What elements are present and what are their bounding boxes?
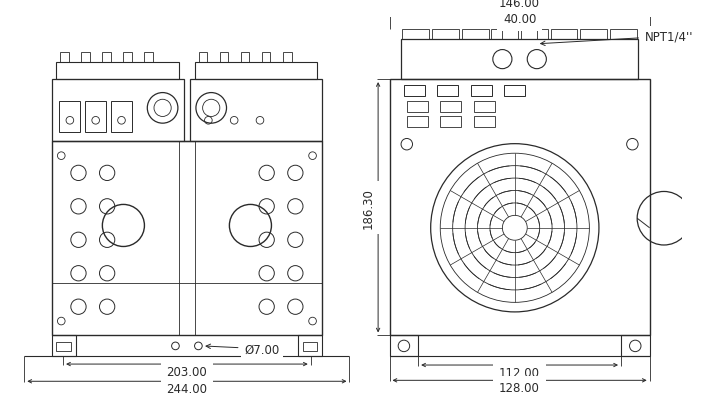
Text: 146.00: 146.00 bbox=[499, 0, 540, 10]
Bar bbox=[551, 29, 578, 40]
Bar bbox=[298, 335, 322, 357]
Bar bbox=[303, 342, 317, 351]
Bar bbox=[404, 86, 425, 97]
Bar bbox=[199, 53, 208, 63]
Bar bbox=[56, 342, 71, 351]
Bar bbox=[102, 53, 111, 63]
Text: 128.00: 128.00 bbox=[499, 382, 540, 395]
Bar bbox=[610, 29, 637, 40]
Bar bbox=[56, 63, 179, 80]
Bar bbox=[81, 53, 90, 63]
Bar bbox=[111, 102, 132, 133]
Bar bbox=[390, 80, 650, 335]
Text: 244.00: 244.00 bbox=[167, 382, 208, 396]
Bar bbox=[195, 63, 317, 80]
Bar bbox=[124, 53, 132, 63]
Bar bbox=[621, 335, 650, 357]
Bar bbox=[60, 53, 69, 63]
Bar bbox=[52, 335, 76, 357]
Text: NPT1/4'': NPT1/4'' bbox=[541, 31, 693, 47]
Bar bbox=[474, 117, 495, 128]
Bar bbox=[402, 29, 429, 40]
Bar bbox=[85, 102, 106, 133]
Bar bbox=[580, 29, 607, 40]
Bar bbox=[491, 29, 518, 40]
Bar bbox=[190, 80, 322, 142]
Bar bbox=[52, 142, 322, 335]
Bar bbox=[283, 53, 292, 63]
Bar bbox=[521, 29, 548, 40]
Bar bbox=[432, 29, 459, 40]
Text: 40.00: 40.00 bbox=[503, 13, 537, 27]
Bar bbox=[504, 86, 525, 97]
Bar bbox=[407, 102, 428, 112]
Bar bbox=[220, 53, 229, 63]
Text: 203.00: 203.00 bbox=[167, 365, 208, 378]
Text: 186.30: 186.30 bbox=[362, 187, 375, 228]
Text: Ø7.00: Ø7.00 bbox=[206, 342, 280, 355]
Text: 112.00: 112.00 bbox=[499, 366, 540, 379]
Bar bbox=[262, 53, 270, 63]
Bar bbox=[390, 335, 418, 357]
Bar bbox=[474, 102, 495, 112]
Bar bbox=[145, 53, 153, 63]
Bar bbox=[441, 117, 461, 128]
Bar bbox=[471, 86, 492, 97]
Bar bbox=[438, 86, 458, 97]
Bar bbox=[401, 40, 638, 80]
Bar bbox=[462, 29, 489, 40]
Bar bbox=[52, 80, 184, 142]
Bar bbox=[241, 53, 249, 63]
Bar bbox=[407, 117, 428, 128]
Bar bbox=[59, 102, 80, 133]
Bar bbox=[441, 102, 461, 112]
